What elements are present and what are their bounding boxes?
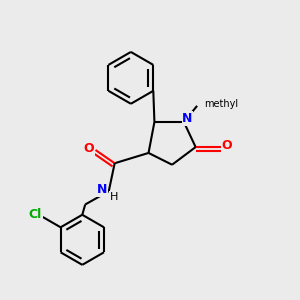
Text: Cl: Cl <box>29 208 42 220</box>
Text: N: N <box>97 183 107 196</box>
Text: H: H <box>110 191 118 202</box>
Text: methyl: methyl <box>205 99 239 110</box>
Text: O: O <box>84 142 94 155</box>
Text: O: O <box>222 139 232 152</box>
Text: N: N <box>182 112 193 125</box>
